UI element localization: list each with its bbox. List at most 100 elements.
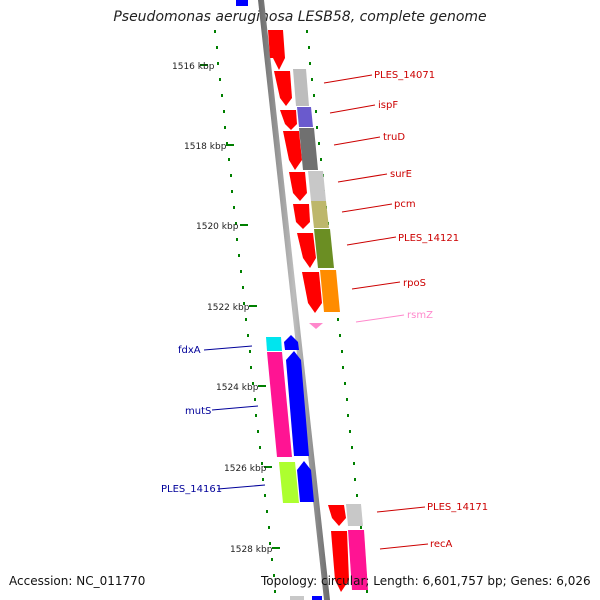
- scale-dot: [249, 350, 251, 353]
- gene-label: fdxA: [178, 345, 201, 356]
- scale-dot: [360, 526, 362, 529]
- gene-band: [320, 270, 340, 312]
- kbp-label-1524: 1524 kbp: [216, 383, 259, 393]
- kbp-label-1528: 1528 kbp: [230, 545, 273, 555]
- scale-dot: [347, 414, 349, 417]
- gene-pcm[interactable]: pcm: [293, 199, 416, 229]
- kbp-label-1522: 1522 kbp: [207, 303, 250, 313]
- gene-arrow: [284, 335, 299, 350]
- gene-PLES_14161[interactable]: PLES_14161: [161, 461, 314, 503]
- gene-mutS[interactable]: mutS: [185, 351, 309, 457]
- scale-dot: [261, 462, 263, 465]
- scale-dot: [238, 254, 240, 257]
- gene-rpoS[interactable]: rpoS: [302, 270, 426, 313]
- scale-dot: [274, 590, 276, 593]
- gene-label: rpoS: [403, 278, 426, 289]
- gene-label-leader: [323, 74, 373, 84]
- scale-dot: [228, 158, 230, 161]
- genome-summary-text: Topology: circular; Length: 6,601,757 bp…: [261, 574, 591, 588]
- scale-dot: [308, 46, 310, 49]
- gene-PLES_14071[interactable]: PLES_14071: [268, 30, 435, 106]
- gene-arrow: [302, 272, 322, 313]
- scale-dot: [233, 206, 235, 209]
- gene-arrow: [274, 71, 292, 106]
- gene-label: pcm: [394, 199, 416, 210]
- scale-dot: [354, 478, 356, 481]
- scale-dot: [349, 430, 351, 433]
- gene-label-leader: [333, 136, 381, 146]
- gene-band: [266, 337, 282, 351]
- gene-PLES_14121[interactable]: PLES_14121: [297, 229, 459, 268]
- scale-dot: [320, 158, 322, 161]
- scale-dot: [221, 94, 223, 97]
- scale-dot: [231, 190, 233, 193]
- gene-label-leader: [341, 203, 393, 213]
- accession-text: Accession: NC_011770: [9, 574, 146, 588]
- scale-dot: [353, 462, 355, 465]
- scale-dot: [316, 126, 318, 129]
- gene-ispF[interactable]: ispF: [280, 100, 398, 130]
- scale-dot: [271, 558, 273, 561]
- gene-label: recA: [430, 539, 453, 550]
- gene-fdxA[interactable]: fdxA: [178, 335, 299, 356]
- gene-label-leader: [217, 484, 266, 490]
- scale-dot: [356, 494, 358, 497]
- kbp-label-1520: 1520 kbp: [196, 222, 239, 232]
- scale-dot: [268, 526, 270, 529]
- scale-dot: [262, 478, 264, 481]
- scale-dot: [240, 270, 242, 273]
- gene-band: [297, 107, 313, 127]
- gene-arrow: [331, 531, 349, 592]
- map-title: Pseudomonas aeruginosa LESB58, complete …: [113, 9, 487, 25]
- gene-band: [346, 504, 363, 526]
- gene-label-leader: [337, 173, 388, 183]
- gene-label: PLES_14121: [398, 233, 459, 244]
- scale-dot: [306, 30, 308, 33]
- gene-band: [348, 530, 368, 590]
- scale-dot: [250, 366, 252, 369]
- scale-dot: [245, 318, 247, 321]
- genome-backbone: [258, 0, 330, 600]
- gene-band: [308, 171, 326, 201]
- scale-dot: [230, 174, 232, 177]
- gene-label: PLES_14171: [427, 502, 488, 513]
- scale-dot: [257, 430, 259, 433]
- scale-dot: [236, 238, 238, 241]
- gene-label-leader: [329, 104, 376, 114]
- gene-label-leader: [379, 543, 429, 550]
- gene-label: truD: [383, 132, 405, 143]
- scale-dot: [242, 286, 244, 289]
- coordinate-scale: 1516 kbp 1518 kbp 1520 kbp 1522 kbp 1524…: [172, 62, 280, 555]
- gene-PLES_14171[interactable]: PLES_14171: [328, 502, 488, 526]
- gene-band: [267, 352, 292, 457]
- gene-arrow: [293, 204, 310, 229]
- gene-label: PLES_14071: [374, 70, 435, 81]
- gene-band: [293, 69, 309, 106]
- scale-dot: [264, 494, 266, 497]
- gene-rsmZ[interactable]: rsmZ: [309, 310, 433, 329]
- gene-label: surE: [390, 169, 412, 180]
- gene-label-leader: [211, 405, 259, 411]
- scale-dot: [318, 142, 320, 145]
- scale-dot: [226, 142, 228, 145]
- gene-band: [299, 128, 318, 170]
- gene-label: ispF: [378, 100, 398, 111]
- scale-dot: [217, 62, 219, 65]
- gene-arrow: [297, 233, 316, 268]
- gene-label-leader: [203, 345, 253, 351]
- gene-label-leader: [351, 281, 401, 290]
- gene-recA[interactable]: recA: [331, 530, 453, 592]
- gene-arrow: [283, 131, 302, 170]
- gene-arrow: [328, 505, 346, 526]
- gene-partial-bottom: [290, 596, 304, 600]
- scale-dot: [255, 414, 257, 417]
- gene-surE[interactable]: surE: [289, 169, 412, 201]
- gene-truD[interactable]: truD: [283, 128, 405, 170]
- scale-dot: [337, 318, 339, 321]
- scale-dot: [252, 382, 254, 385]
- kbp-label-1518: 1518 kbp: [184, 142, 227, 152]
- gene-label: rsmZ: [407, 310, 433, 321]
- gene-arrow: [289, 172, 307, 201]
- scale-dot: [313, 94, 315, 97]
